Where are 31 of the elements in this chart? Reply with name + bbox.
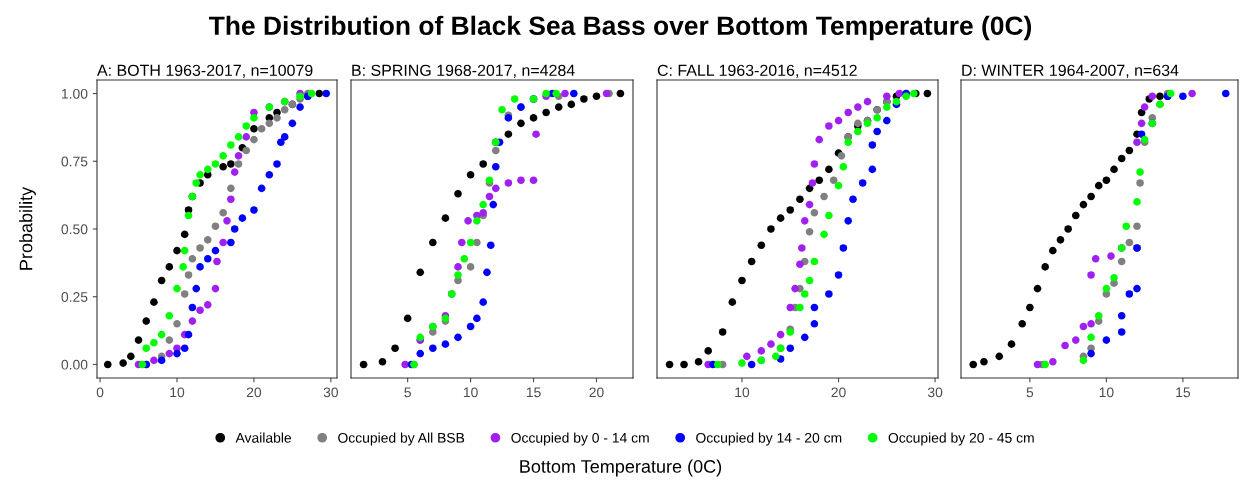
y-axis-title: Probability: [19, 186, 36, 270]
chart-title: B: SPRING 1968-2017, n=4284: [352, 64, 575, 78]
x-tick-label: 20: [589, 387, 604, 398]
x-tick-label: 5: [1026, 387, 1034, 398]
legend-label: Available: [235, 432, 292, 443]
x-tick-label: 10: [1099, 387, 1114, 398]
legend-label: Occupied by 0 - 14 cm: [511, 432, 649, 446]
legend-label: Occupied by 20 - 45 cm: [888, 432, 1034, 446]
y-tick-label: 0.50: [61, 224, 88, 235]
x-tick-label: 0: [96, 387, 104, 398]
x-tick-label: 10: [170, 387, 185, 398]
x-tick-label: 30: [323, 387, 339, 398]
y-tick-label: 1.00: [62, 88, 88, 99]
y-tick-label: 0.00: [61, 359, 88, 370]
x-tick-label: 10: [735, 387, 750, 398]
text: Bottom Temperature (0C): [520, 459, 722, 477]
legend-label: Occupied by All BSB: [338, 432, 465, 446]
chart-title: C: FALL 1963-2016, n=4512: [657, 64, 857, 78]
y-tick-label: 0.25: [61, 292, 88, 302]
x-tick-label: 15: [1176, 387, 1191, 398]
chart-title: A: BOTH 1963-2017, n=10079: [97, 64, 313, 78]
x-tick-label: 5: [404, 387, 411, 398]
text: The Distribution of Black Sea Bass over Bottom Temperature (0C): [209, 15, 1032, 41]
chart-title: D: WINTER 1964-2007, n=634: [962, 64, 1179, 78]
x-tick-label: 30: [927, 387, 943, 398]
x-tick-label: 20: [246, 387, 262, 398]
x-tick-label: 10: [463, 387, 478, 398]
legend-label: Occupied by 14 - 20 cm: [696, 432, 842, 446]
x-tick-label: 20: [831, 387, 846, 398]
x-tick-label: 15: [526, 387, 541, 398]
y-tick-label: 0.75: [61, 156, 88, 167]
